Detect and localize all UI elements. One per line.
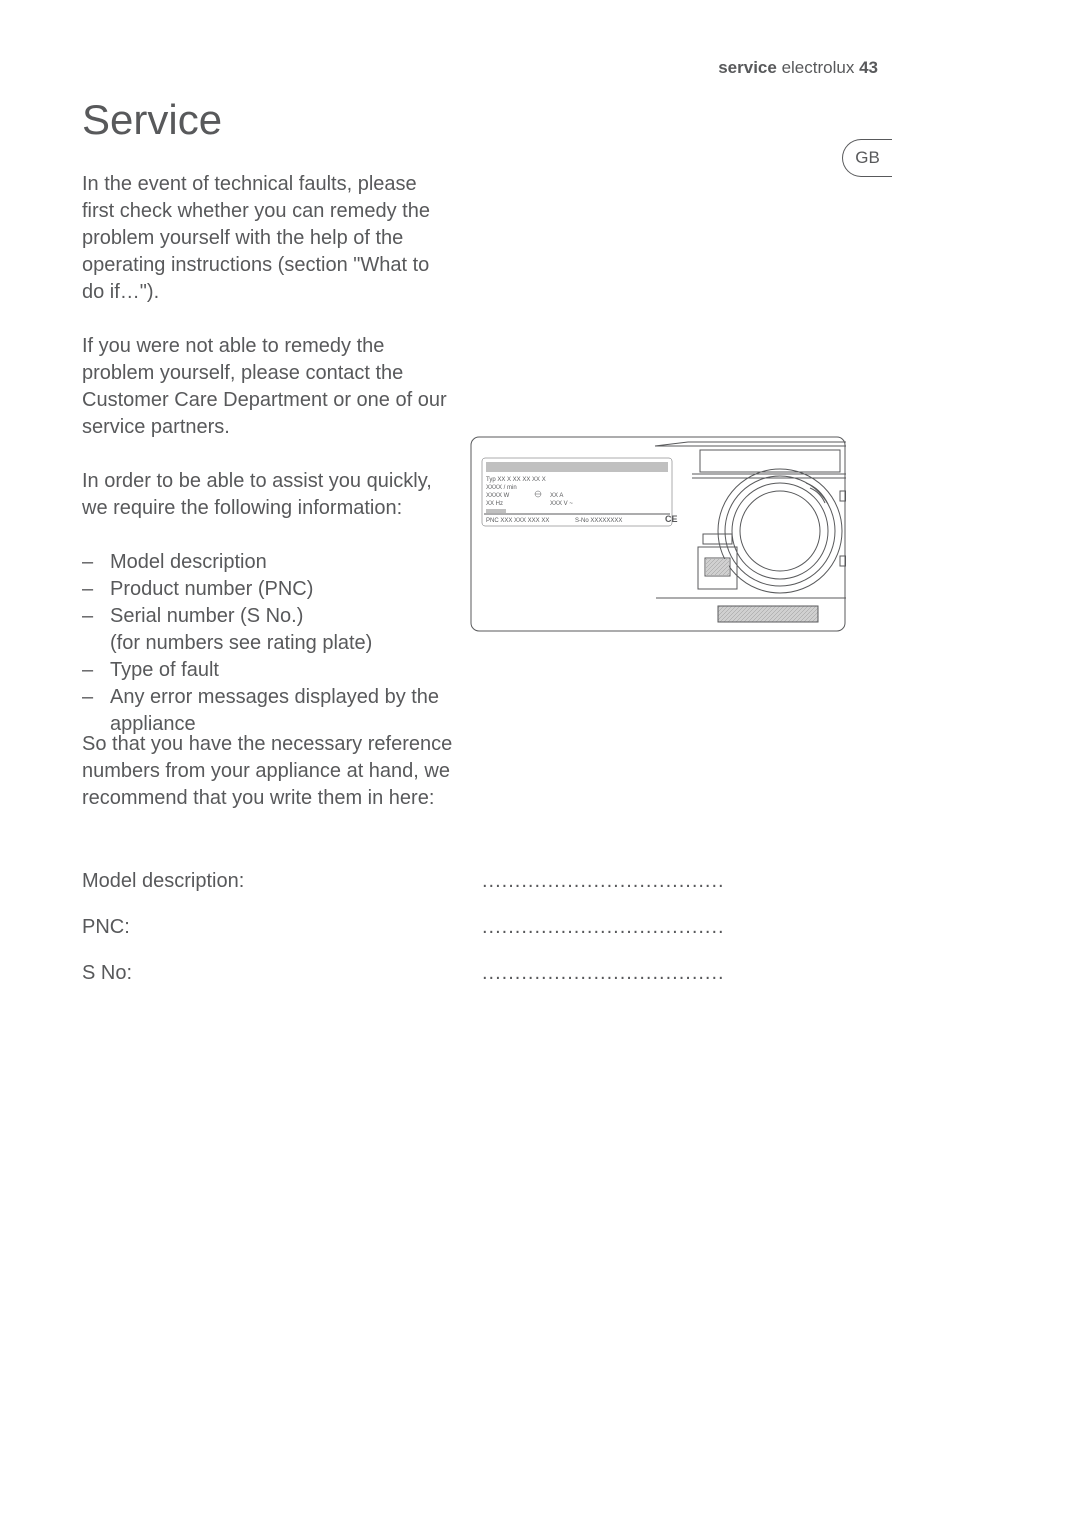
form-dots: ..................................... [482, 962, 725, 985]
intro-paragraph-3: In order to be able to assist you quickl… [82, 468, 454, 522]
form-label-pnc: PNC: [82, 916, 482, 939]
list-item: Product number (PNC) [82, 576, 454, 603]
form-label-sno: S No: [82, 962, 482, 985]
plate-text-min: XXXX / min [486, 485, 517, 491]
list-item-sub: (for numbers see rating plate) [82, 630, 454, 657]
form-dots: ..................................... [482, 916, 725, 939]
form-section: Model description: .....................… [82, 870, 782, 1008]
header-brand: electrolux [782, 58, 855, 77]
plate-text-sno: S-No XXXXXXXX [575, 518, 622, 524]
form-dots: ..................................... [482, 870, 725, 893]
plate-text-v: XXX V ~ [550, 501, 573, 507]
list-item: Any error messages displayed by the appl… [82, 684, 454, 738]
plate-text-w: XXXX W [486, 493, 510, 499]
rating-plate-diagram: Typ XX X XX XX XX X XXXX / min XXXX W XX… [470, 436, 846, 632]
header-section: service [718, 58, 777, 77]
reference-paragraph: So that you have the necessary reference… [82, 731, 454, 812]
intro-paragraph-2: If you were not able to remedy the probl… [82, 333, 454, 441]
form-label-model: Model description: [82, 870, 482, 893]
reference-paragraph-block: So that you have the necessary reference… [82, 731, 454, 839]
intro-paragraph-1: In the event of technical faults, please… [82, 171, 454, 306]
list-item: Model description [82, 549, 454, 576]
language-tab: GB [842, 139, 892, 177]
content-column: In the event of technical faults, please… [82, 171, 454, 738]
list-item: Serial number (S No.) [82, 603, 454, 630]
required-info-list: Model description Product number (PNC) S… [82, 549, 454, 738]
plate-text-typ: Typ XX X XX XX XX X [486, 477, 546, 483]
header-page-number: 43 [859, 58, 878, 77]
form-row-sno: S No: ..................................… [82, 962, 782, 985]
page-title: Service [82, 96, 222, 144]
plate-ce-mark: CE [665, 514, 678, 524]
plate-text-hz: XX Hz [486, 501, 503, 507]
language-code: GB [855, 148, 880, 168]
list-item: Type of fault [82, 657, 454, 684]
form-row-model: Model description: .....................… [82, 870, 782, 893]
plate-text-pnc: PNC XXX XXX XXX XX [486, 518, 549, 524]
plate-text-a: XX A [550, 493, 563, 499]
form-row-pnc: PNC: ...................................… [82, 916, 782, 939]
page-header: service electrolux 43 [718, 58, 878, 78]
